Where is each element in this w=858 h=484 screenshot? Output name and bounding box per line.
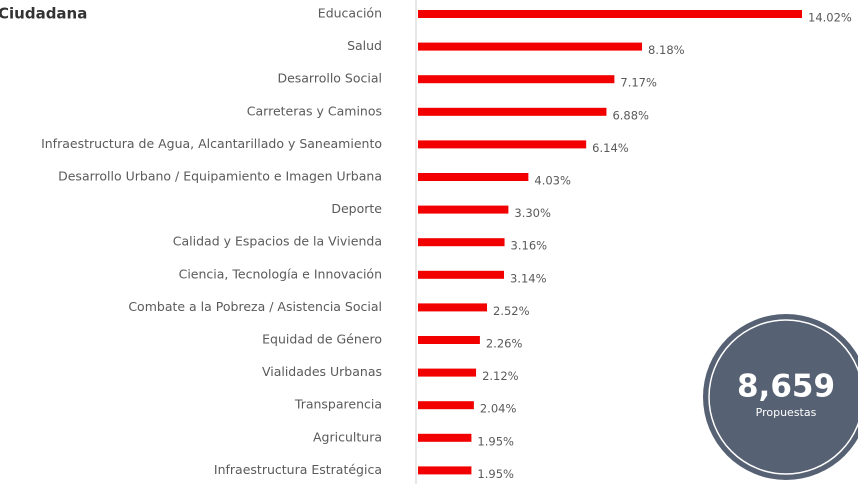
category-label: Combate a la Pobreza / Asistencia Social xyxy=(128,299,382,314)
category-label: Equidad de Género xyxy=(262,332,382,347)
category-label: Calidad y Espacios de la Vivienda xyxy=(173,234,382,249)
category-label: Infraestructura Estratégica xyxy=(214,462,382,477)
value-label: 8.18% xyxy=(648,43,685,57)
category-label: Infraestructura de Agua, Alcantarillado … xyxy=(41,136,382,151)
category-label: Educación xyxy=(318,6,382,21)
value-label: 1.95% xyxy=(477,467,514,481)
value-label: 3.14% xyxy=(510,271,547,285)
value-label: 4.03% xyxy=(534,174,571,188)
bar xyxy=(418,270,505,279)
bar xyxy=(418,75,615,84)
bar xyxy=(418,401,474,410)
value-label: 2.04% xyxy=(480,402,517,416)
bar xyxy=(418,140,587,149)
bar xyxy=(418,433,472,442)
value-label: 1.95% xyxy=(477,434,514,448)
value-label: 7.17% xyxy=(620,76,657,90)
category-label: Salud xyxy=(347,38,382,53)
category-label: Vialidades Urbanas xyxy=(262,364,382,379)
category-label: Agricultura xyxy=(313,429,382,444)
badge-circle xyxy=(703,314,858,480)
chart-title: Ciudadana xyxy=(0,5,87,23)
category-label: Transparencia xyxy=(294,397,382,412)
bar xyxy=(418,10,802,18)
bar xyxy=(418,205,509,214)
value-label: 6.88% xyxy=(612,108,649,122)
category-label: Desarrollo Urbano / Equipamiento e Image… xyxy=(58,169,382,184)
value-label: 2.52% xyxy=(493,304,530,318)
bar xyxy=(418,42,643,51)
value-label: 14.02% xyxy=(808,11,852,25)
bar xyxy=(418,368,477,377)
bar xyxy=(418,238,505,247)
value-label: 6.14% xyxy=(592,141,629,155)
value-label: 2.26% xyxy=(486,337,523,351)
bar xyxy=(418,466,472,475)
bar xyxy=(418,336,480,344)
category-label: Carreteras y Caminos xyxy=(247,103,382,118)
category-label: Ciencia, Tecnología e Innovación xyxy=(179,266,382,281)
category-label: Desarrollo Social xyxy=(277,71,382,86)
category-label: Deporte xyxy=(331,201,382,216)
bar xyxy=(418,107,607,116)
badge: 8,659 Propuestas xyxy=(703,314,858,480)
value-label: 3.30% xyxy=(514,206,551,220)
bar xyxy=(418,303,488,312)
value-label: 3.16% xyxy=(511,239,548,253)
value-label: 2.12% xyxy=(482,369,519,383)
bar xyxy=(418,173,529,181)
badge-ring xyxy=(708,319,858,475)
badge-value: 8,659 xyxy=(737,369,835,405)
badge-label: Propuestas xyxy=(756,406,817,419)
